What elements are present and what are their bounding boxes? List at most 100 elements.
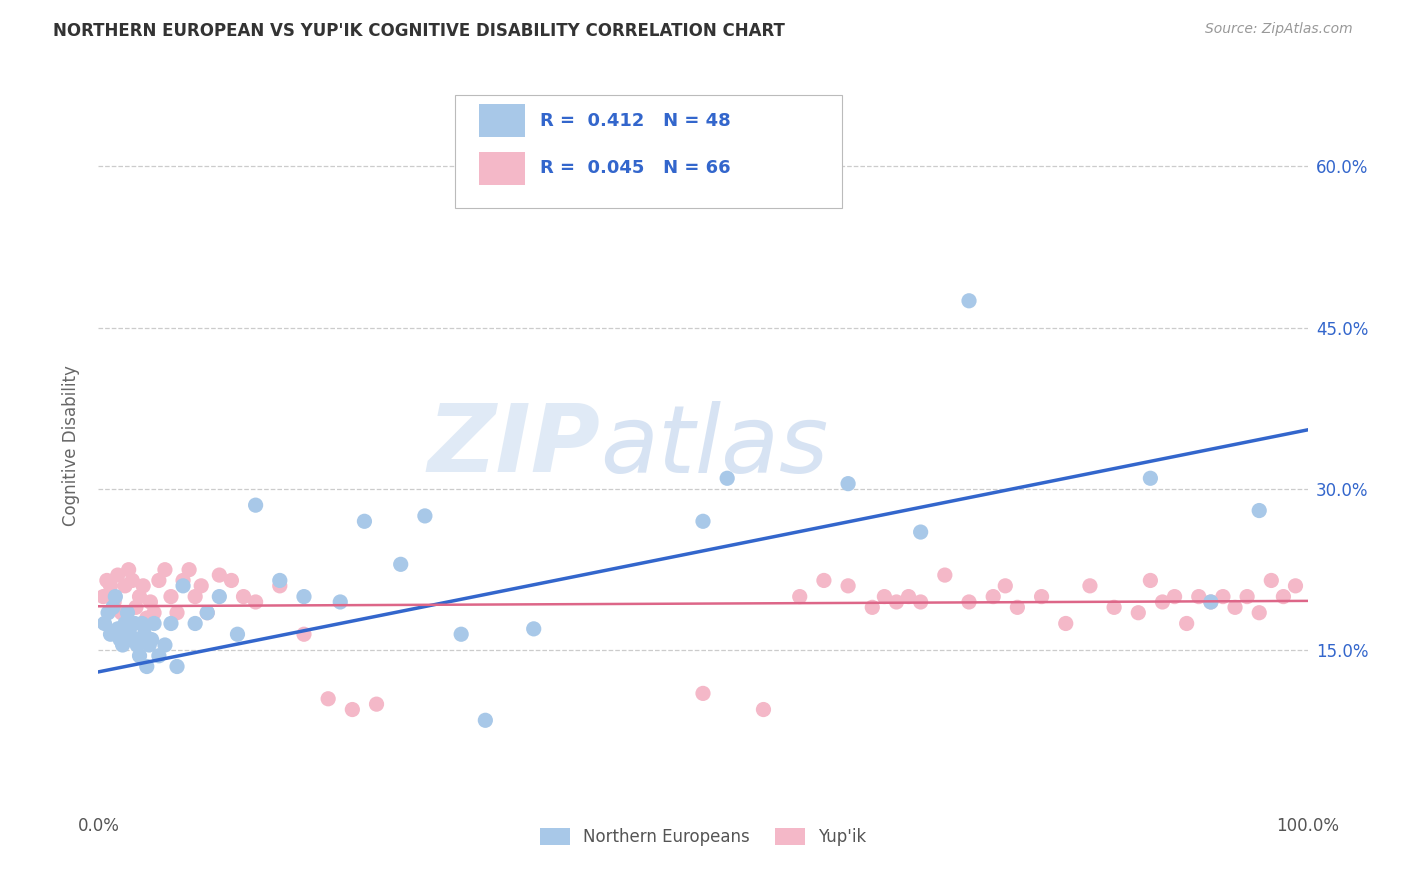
Point <box>860 600 883 615</box>
Text: R =  0.412   N = 48: R = 0.412 N = 48 <box>540 112 731 129</box>
Point <box>813 574 835 588</box>
Point <box>292 590 315 604</box>
FancyBboxPatch shape <box>456 95 842 209</box>
Point <box>1054 616 1077 631</box>
Point <box>245 595 267 609</box>
Point <box>91 590 114 604</box>
Point <box>523 622 546 636</box>
Point <box>1139 471 1161 485</box>
Point <box>1223 600 1246 615</box>
Point <box>1284 579 1306 593</box>
Point <box>692 686 714 700</box>
Point <box>389 558 412 572</box>
Point <box>994 579 1017 593</box>
Text: Source: ZipAtlas.com: Source: ZipAtlas.com <box>1205 22 1353 37</box>
Point <box>117 606 139 620</box>
Point <box>166 659 188 673</box>
Point <box>873 590 896 604</box>
Point <box>413 508 436 523</box>
Point <box>342 702 364 716</box>
Point <box>160 590 183 604</box>
Point <box>195 606 218 620</box>
Point <box>108 632 131 647</box>
Point <box>716 471 738 485</box>
Point <box>269 574 291 588</box>
Point <box>172 579 194 593</box>
Point <box>104 590 127 604</box>
Point <box>125 600 148 615</box>
Point <box>269 579 291 593</box>
Point <box>132 579 155 593</box>
Point <box>135 611 157 625</box>
Point <box>1152 595 1174 609</box>
Point <box>110 606 132 620</box>
Text: ZIP: ZIP <box>427 400 600 492</box>
Point <box>179 563 201 577</box>
Text: atlas: atlas <box>600 401 828 491</box>
Point <box>195 606 218 620</box>
Point <box>752 702 775 716</box>
Point <box>103 595 125 609</box>
Point <box>366 697 388 711</box>
Text: NORTHERN EUROPEAN VS YUP'IK COGNITIVE DISABILITY CORRELATION CHART: NORTHERN EUROPEAN VS YUP'IK COGNITIVE DI… <box>53 22 786 40</box>
Text: R =  0.045   N = 66: R = 0.045 N = 66 <box>540 159 730 177</box>
Point <box>184 590 207 604</box>
Point <box>1031 590 1053 604</box>
Point <box>1199 595 1222 609</box>
Point <box>1102 600 1125 615</box>
Point <box>450 627 472 641</box>
Point <box>208 590 231 604</box>
Point <box>837 476 859 491</box>
Point <box>692 514 714 528</box>
Point <box>226 627 249 641</box>
Point <box>111 638 134 652</box>
Point <box>957 595 980 609</box>
Point <box>789 590 811 604</box>
Point <box>1139 574 1161 588</box>
Point <box>114 616 136 631</box>
Point <box>1212 590 1234 604</box>
Point <box>143 606 166 620</box>
Point <box>208 568 231 582</box>
Point <box>245 498 267 512</box>
Point <box>1249 606 1271 620</box>
Y-axis label: Cognitive Disability: Cognitive Disability <box>62 366 80 526</box>
Point <box>131 616 153 631</box>
Point <box>153 638 176 652</box>
Point <box>184 616 207 631</box>
Point <box>1128 606 1150 620</box>
Point <box>101 600 124 615</box>
Point <box>148 574 170 588</box>
Point <box>1272 590 1295 604</box>
Point <box>1199 595 1222 609</box>
Point <box>934 568 956 582</box>
Point <box>910 524 932 539</box>
Point <box>1236 590 1258 604</box>
Point <box>1260 574 1282 588</box>
Point <box>316 691 339 706</box>
Point <box>1163 590 1185 604</box>
Point <box>474 714 496 728</box>
Point <box>353 514 375 528</box>
Point <box>190 579 212 593</box>
Point <box>100 627 122 641</box>
Point <box>107 568 129 582</box>
Point <box>114 579 136 593</box>
Point <box>128 648 150 663</box>
Point <box>1249 503 1271 517</box>
Point <box>121 632 143 647</box>
Point <box>1078 579 1101 593</box>
Point <box>134 627 156 641</box>
Point <box>93 616 115 631</box>
Point <box>135 659 157 673</box>
Point <box>141 632 163 647</box>
Point <box>107 622 129 636</box>
FancyBboxPatch shape <box>479 152 526 185</box>
Point <box>118 627 141 641</box>
Point <box>148 648 170 663</box>
Point <box>100 579 122 593</box>
Point <box>121 574 143 588</box>
Point <box>166 606 188 620</box>
Point <box>329 595 352 609</box>
Point <box>981 590 1004 604</box>
